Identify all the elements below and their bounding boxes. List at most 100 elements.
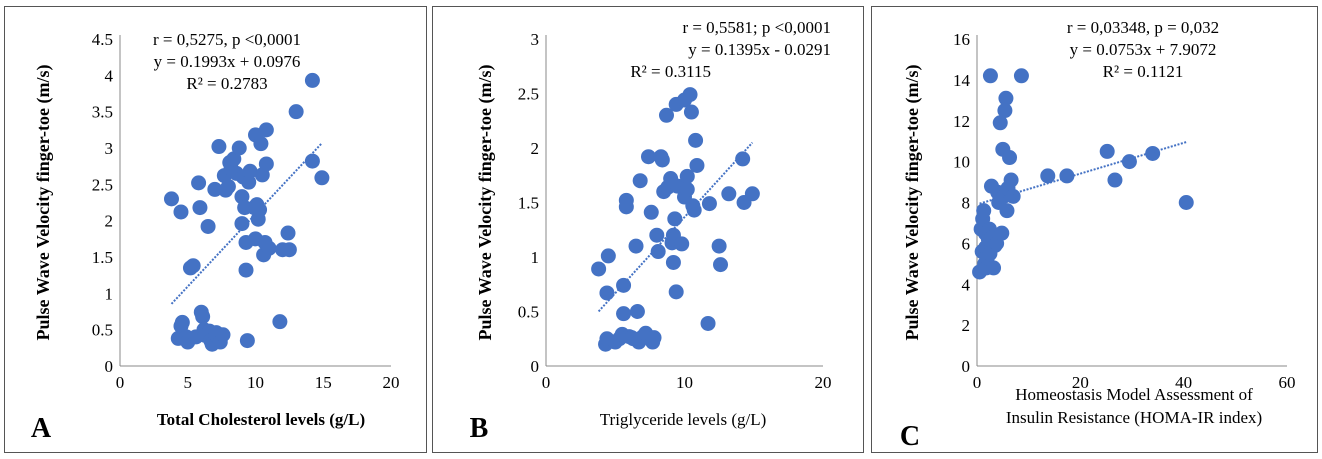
data-point <box>735 151 751 167</box>
y-tick-label: 2.5 <box>92 175 113 194</box>
stat-annotation: r = 0,5275, p <0,0001 <box>153 30 301 49</box>
x-tick-label: 40 <box>1175 373 1192 392</box>
data-point <box>713 257 729 273</box>
stat-annotation: y = 0.0753x + 7.9072 <box>1070 40 1217 59</box>
data-point <box>618 199 634 215</box>
y-tick-label: 10 <box>953 153 970 172</box>
data-point <box>258 122 274 138</box>
data-point <box>185 258 201 274</box>
x-tick-label: 60 <box>1279 373 1296 392</box>
stat-annotation: r = 0,5581; p <0,0001 <box>682 18 831 37</box>
data-point <box>632 173 648 189</box>
data-point <box>688 132 704 148</box>
stat-annotation: R² = 0.1121 <box>1103 62 1184 81</box>
data-point <box>591 261 607 277</box>
data-point <box>220 179 236 195</box>
x-tick-label: 20 <box>815 373 832 392</box>
y-tick-label: 0 <box>531 357 540 376</box>
stat-annotation: y = 0.1395x - 0.0291 <box>688 40 831 59</box>
data-point <box>211 139 227 155</box>
y-tick-label: 3 <box>105 139 114 158</box>
data-point <box>163 191 179 207</box>
data-point <box>682 87 698 103</box>
x-tick-label: 20 <box>1072 373 1089 392</box>
data-point <box>629 304 645 319</box>
data-point <box>242 163 258 179</box>
data-point <box>1178 195 1194 210</box>
y-tick-label: 0.5 <box>92 321 113 340</box>
data-point <box>1121 154 1137 170</box>
data-point <box>234 216 250 232</box>
data-point <box>646 330 662 346</box>
data-point <box>314 170 330 186</box>
data-point <box>997 103 1013 119</box>
data-point <box>1145 145 1161 161</box>
y-tick-label: 3.5 <box>92 103 113 122</box>
y-tick-label: 12 <box>953 112 970 131</box>
x-axis-label-line2: Insulin Resistance (HOMA-IR index) <box>1006 408 1262 427</box>
data-point <box>689 157 705 173</box>
x-axis-label: Total Cholesterol levels (g/L) <box>157 410 365 429</box>
data-point <box>600 248 616 264</box>
data-point <box>721 186 737 202</box>
y-tick-label: 6 <box>962 234 971 253</box>
data-point <box>686 202 702 218</box>
data-point <box>200 218 216 234</box>
data-point <box>304 153 320 169</box>
data-point <box>640 149 656 165</box>
data-point <box>658 107 674 123</box>
x-tick-label: 10 <box>247 373 264 392</box>
data-point <box>174 314 190 330</box>
panel-label: A <box>31 413 52 444</box>
x-axis-label-line1: Homeostasis Model Assessment of <box>1015 385 1253 404</box>
data-point <box>252 202 268 218</box>
data-point <box>231 140 247 156</box>
data-point <box>986 260 1002 276</box>
data-point <box>239 333 255 349</box>
data-point <box>700 315 716 331</box>
y-axis-label: Pulse Wave Velocity finger-toe (m/s) <box>33 65 54 341</box>
data-point <box>1005 188 1021 204</box>
chart-c: 0 2 4 6 8 10 12 14 16 0 20 40 60 Pulse Wave Velocity … <box>900 18 1296 452</box>
x-tick-label: 0 <box>116 373 125 392</box>
data-point <box>683 104 699 120</box>
y-tick-label: 1 <box>531 248 540 267</box>
data-point <box>616 306 632 322</box>
stat-annotation: r = 0,03348, p = 0,032 <box>1067 18 1219 37</box>
data-point <box>667 211 683 227</box>
data-point <box>744 186 760 202</box>
data-point <box>1040 168 1056 184</box>
y-tick-label: 1 <box>105 284 114 303</box>
x-tick-label: 0 <box>542 373 551 392</box>
y-tick-label: 4.5 <box>92 30 113 49</box>
data-point <box>288 104 304 120</box>
y-tick-label: 16 <box>953 30 970 49</box>
data-point <box>999 203 1015 219</box>
y-tick-label: 0 <box>105 357 114 376</box>
data-point <box>238 262 254 278</box>
stat-annotation: R² = 0.3115 <box>630 62 711 81</box>
data-point <box>272 314 288 330</box>
data-point <box>191 175 207 191</box>
x-axis-label: Triglyceride levels (g/L) <box>600 410 767 429</box>
chart-panel-c: 0 2 4 6 8 10 12 14 16 0 20 40 60 Pulse Wave Velocity … <box>871 6 1318 453</box>
data-point <box>665 254 681 270</box>
y-tick-label: 8 <box>962 194 971 213</box>
data-point <box>982 68 998 84</box>
x-tick-label: 15 <box>315 373 332 392</box>
data-point <box>1002 150 1018 166</box>
stat-annotation: R² = 0.2783 <box>186 74 267 93</box>
data-point <box>1003 172 1019 188</box>
data-point <box>215 327 231 343</box>
chart-a: 0 0.5 1 1.5 2 2.5 3 3.5 4 4.5 0 5 10 15 20 Pulse Wave V… <box>31 30 400 444</box>
y-tick-label: 0 <box>962 357 971 376</box>
data-point <box>261 240 277 256</box>
data-point <box>599 285 615 301</box>
trendline <box>979 141 1187 205</box>
data-point <box>173 204 189 220</box>
data-point <box>998 90 1014 106</box>
x-tick-label: 5 <box>184 373 193 392</box>
data-point <box>701 196 717 212</box>
y-tick-label: 4 <box>105 66 114 85</box>
data-point <box>654 152 670 168</box>
